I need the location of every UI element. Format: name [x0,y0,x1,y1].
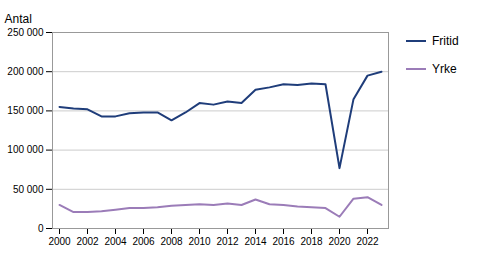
svg-text:2020: 2020 [328,236,351,247]
svg-text:2002: 2002 [76,236,99,247]
svg-text:2010: 2010 [188,236,211,247]
svg-text:2006: 2006 [132,236,155,247]
svg-text:100 000: 100 000 [7,144,44,155]
svg-text:Antal: Antal [5,12,32,26]
svg-text:50 000: 50 000 [13,184,44,195]
svg-text:2014: 2014 [244,236,267,247]
svg-text:2012: 2012 [216,236,239,247]
html-text:Fritid: Fritid [432,34,459,48]
svg-text:150 000: 150 000 [7,105,44,116]
svg-text:0: 0 [38,223,44,234]
svg-text:2022: 2022 [356,236,379,247]
svg-text:2004: 2004 [104,236,127,247]
svg-text:2008: 2008 [160,236,183,247]
svg-text:200 000: 200 000 [7,66,44,77]
svg-text:2016: 2016 [272,236,295,247]
svg-text:2000: 2000 [48,236,71,247]
html-text:Yrke: Yrke [432,62,457,76]
svg-text:250 000: 250 000 [7,27,44,38]
svg-text:2018: 2018 [300,236,323,247]
